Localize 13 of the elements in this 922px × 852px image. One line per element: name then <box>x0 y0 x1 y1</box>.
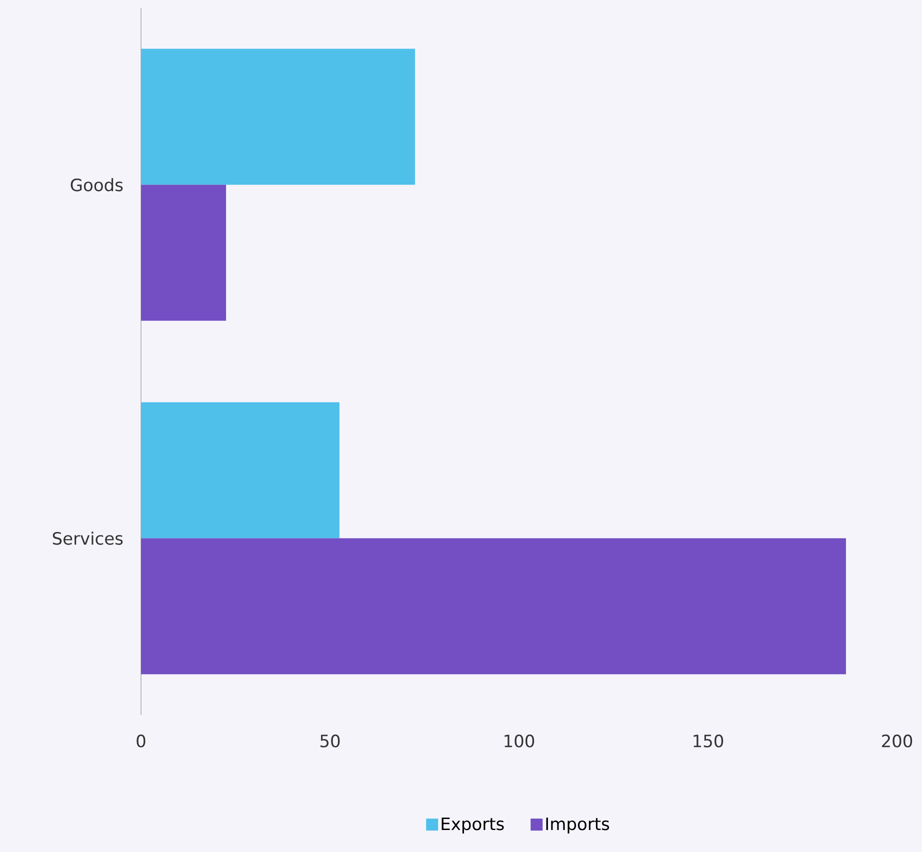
legend-label: Exports <box>442 818 504 834</box>
x-tick-label: 0 <box>136 734 146 748</box>
legend-label: Imports <box>546 818 610 834</box>
y-tick-label: Services <box>52 532 123 545</box>
bar <box>141 184 226 321</box>
y-tick-label: Goods <box>70 178 123 192</box>
x-tick-label: 150 <box>694 734 724 748</box>
x-tick-label: 50 <box>320 734 340 748</box>
bar <box>141 538 846 674</box>
bar <box>141 402 340 538</box>
bar <box>141 48 416 185</box>
x-tick-label: 100 <box>504 734 534 748</box>
x-tick-label: 200 <box>882 734 912 748</box>
